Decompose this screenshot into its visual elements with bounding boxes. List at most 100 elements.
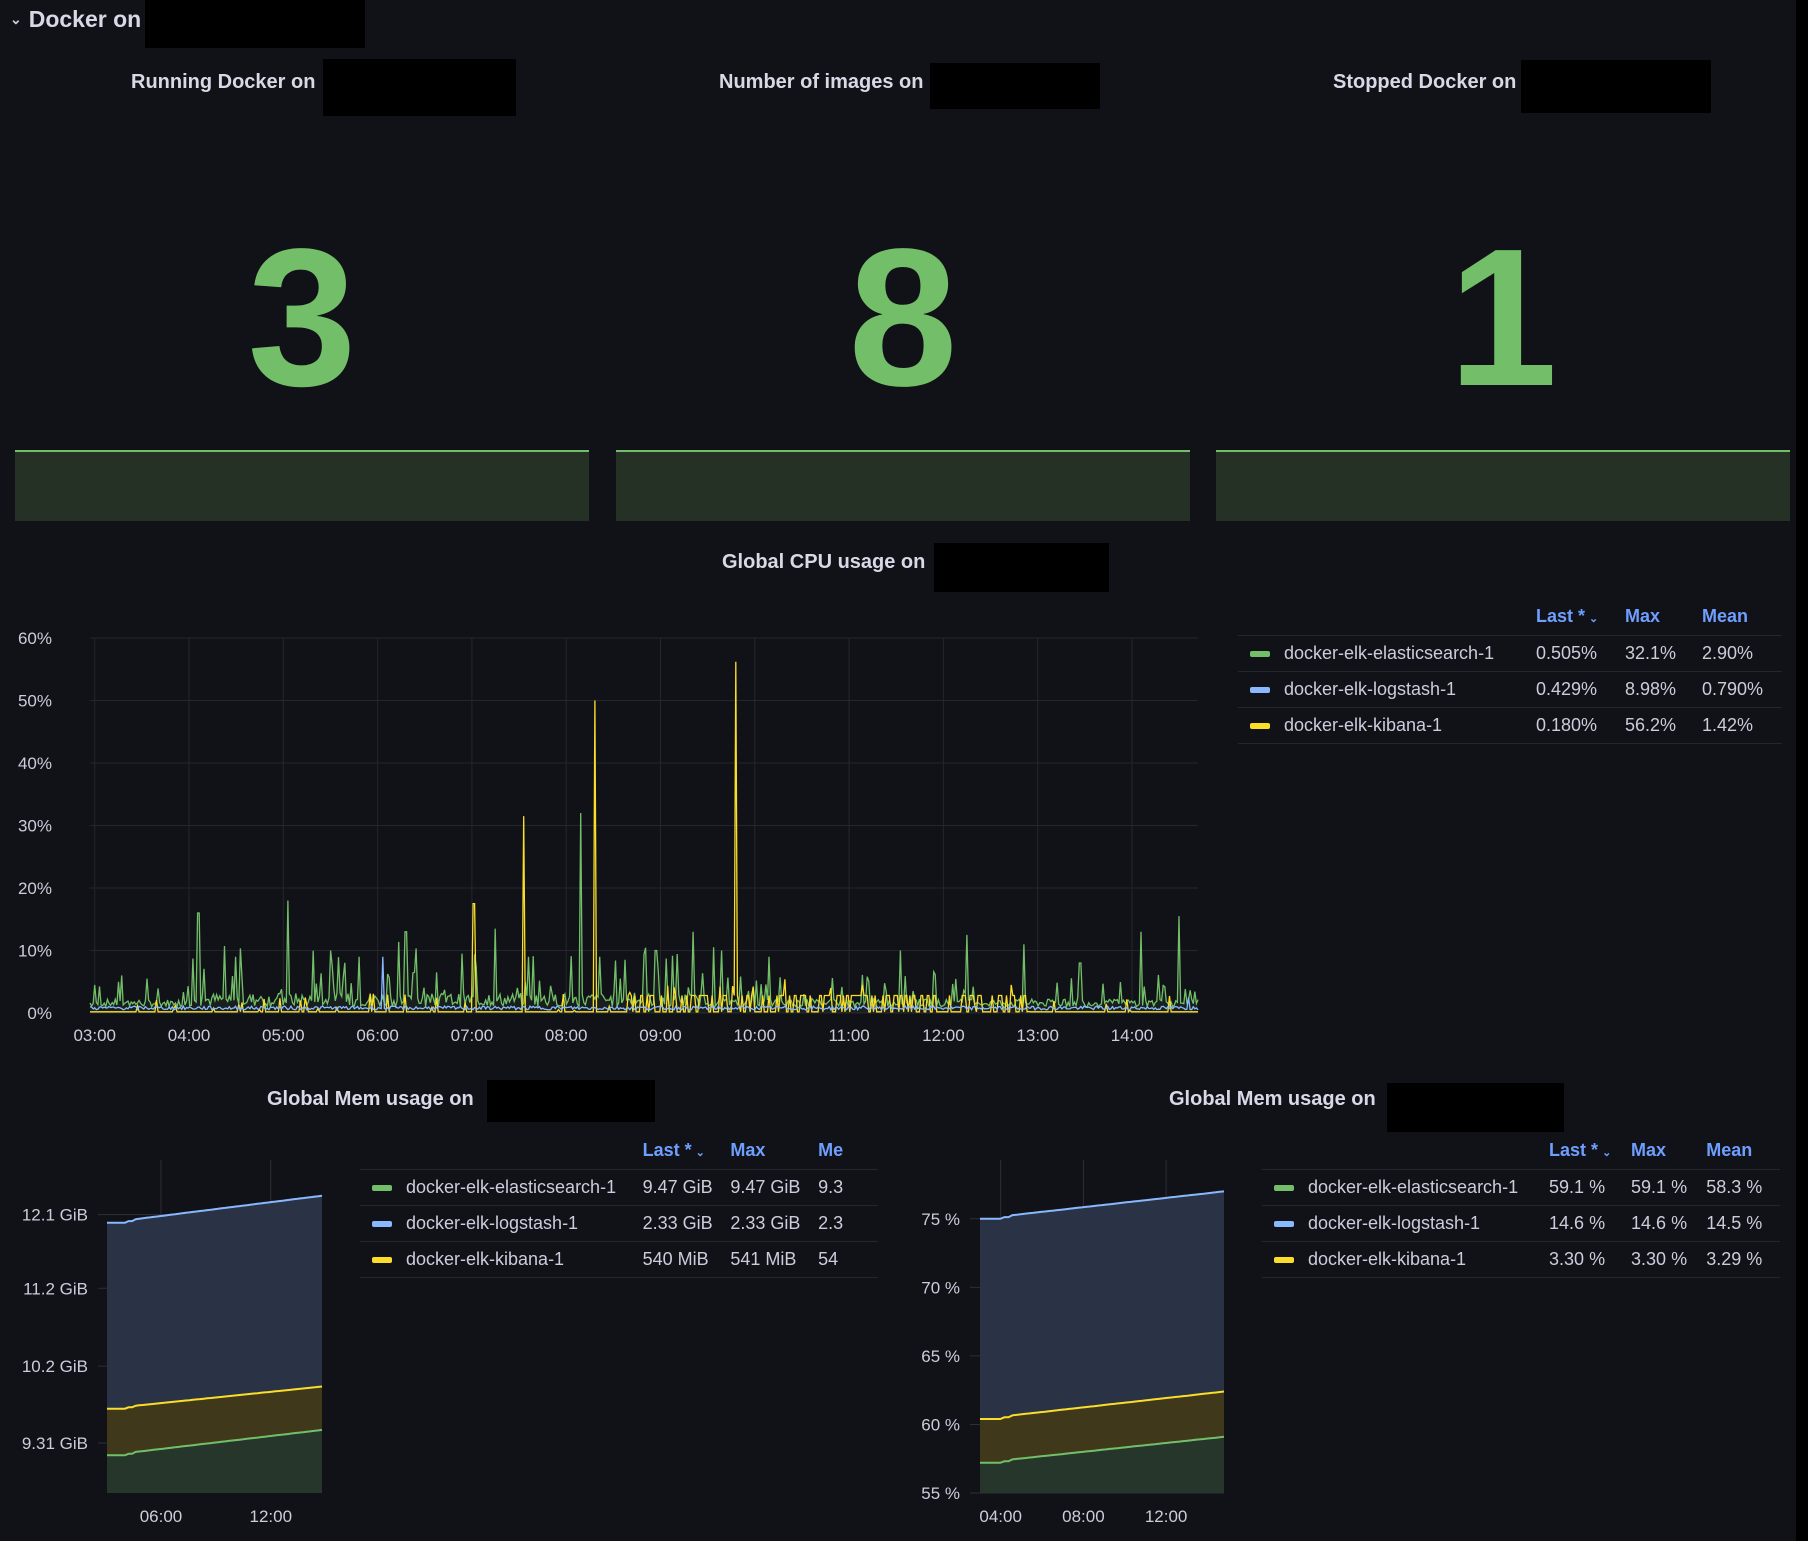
row-header[interactable]: ⌄ Docker on <box>10 6 141 33</box>
series-name[interactable]: docker-elk-logstash-1 <box>1284 679 1457 699</box>
series-line-docker-elk-logstash-1 <box>89 956 1199 1012</box>
series-max: 14.6 % <box>1631 1205 1707 1242</box>
mem-pct-y-axis: 55 % 60 % 65 % 70 % 75 % <box>921 1210 960 1503</box>
legend-row[interactable]: docker-elk-logstash-1 0.429% 8.98% 0.790… <box>1238 671 1782 708</box>
legend-row[interactable]: docker-elk-kibana-1 540 MiB 541 MiB 54 <box>360 1241 878 1278</box>
legend-header-last[interactable]: Last * ⌄ <box>1536 606 1599 626</box>
series-last: 14.6 % <box>1549 1205 1632 1242</box>
mem-gib-x-axis: 06:00 12:00 <box>140 1507 292 1526</box>
series-name[interactable]: docker-elk-elasticsearch-1 <box>1308 1177 1519 1197</box>
x-tick-label: 12:00 <box>922 1026 965 1045</box>
x-tick-label: 07:00 <box>451 1026 494 1045</box>
legend-row[interactable]: docker-elk-elasticsearch-1 0.505% 32.1% … <box>1238 635 1782 672</box>
y-tick-label: 75 % <box>921 1210 960 1229</box>
legend-header-max[interactable]: Max <box>730 1140 766 1160</box>
series-mean: 2.3 <box>818 1205 878 1242</box>
redacted-hostname <box>487 1080 655 1122</box>
scrollbar[interactable] <box>1796 0 1808 1541</box>
row-title: Docker on <box>28 6 142 32</box>
series-area-docker-elk-logstash-1 <box>107 1195 322 1409</box>
series-line-docker-elk-logstash-1 <box>107 1194 323 1224</box>
series-line-docker-elk-kibana-1 <box>107 1385 323 1410</box>
series-line-docker-elk-logstash-1 <box>980 1190 1225 1220</box>
sort-chevron-icon[interactable]: ⌄ <box>1589 613 1599 625</box>
series-last: 3.30 % <box>1549 1241 1632 1278</box>
series-name[interactable]: docker-elk-kibana-1 <box>1284 715 1443 735</box>
x-tick-label: 06:00 <box>140 1507 183 1526</box>
mem-gib-legend: Last * ⌄ Max Me docker-elk-elasticsearch-… <box>360 1134 878 1284</box>
series-last: 0.505% <box>1536 635 1625 672</box>
chevron-down-icon[interactable]: ⌄ <box>10 11 22 27</box>
series-color-swatch <box>1274 1257 1294 1264</box>
series-mean: 58.3 % <box>1706 1169 1780 1206</box>
series-name[interactable]: docker-elk-elasticsearch-1 <box>406 1177 617 1197</box>
legend-row[interactable]: docker-elk-elasticsearch-1 59.1 % 59.1 %… <box>1262 1169 1780 1206</box>
x-tick-label: 08:00 <box>545 1026 588 1045</box>
mem-pct-x-axis: 04:00 08:00 12:00 <box>979 1507 1187 1526</box>
mem-gib-panel-title: Global Mem usage on <box>267 1088 474 1110</box>
series-color-swatch <box>1250 651 1270 658</box>
legend-header-last[interactable]: Last * ⌄ <box>1549 1140 1612 1160</box>
y-tick-label: 50% <box>18 692 52 711</box>
legend-header-max[interactable]: Max <box>1625 606 1661 626</box>
legend-row[interactable]: docker-elk-kibana-1 0.180% 56.2% 1.42% <box>1238 707 1782 744</box>
series-last: 59.1 % <box>1549 1169 1632 1206</box>
stat-value-running: 3 <box>247 208 357 427</box>
series-last: 540 MiB <box>642 1241 731 1278</box>
legend-row[interactable]: docker-elk-logstash-1 14.6 % 14.6 % 14.5… <box>1262 1205 1780 1242</box>
series-max: 2.33 GiB <box>730 1205 819 1242</box>
cpu-chart[interactable]: 0% 10% 20% 30% 40% 50% 60% 03:00 04:00 05:00 06:0… <box>0 610 1210 1050</box>
legend-header-max[interactable]: Max <box>1631 1140 1667 1160</box>
y-tick-label: 30% <box>18 817 52 836</box>
series-max: 8.98% <box>1625 671 1702 708</box>
mem-pct-chart[interactable]: 55 % 60 % 65 % 70 % 75 % 04:00 08:00 12:00 <box>900 1160 1240 1530</box>
legend-row[interactable]: docker-elk-kibana-1 3.30 % 3.30 % 3.29 % <box>1262 1241 1780 1278</box>
redacted-hostname <box>930 63 1100 109</box>
sort-chevron-icon[interactable]: ⌄ <box>1602 1147 1612 1159</box>
series-mean: 0.790% <box>1702 671 1782 708</box>
series-color-swatch <box>1250 723 1270 730</box>
series-name[interactable]: docker-elk-kibana-1 <box>1308 1249 1467 1269</box>
series-max: 32.1% <box>1625 635 1702 672</box>
legend-header-last[interactable]: Last * ⌄ <box>642 1140 705 1160</box>
legend-header-mean[interactable]: Me <box>818 1140 844 1160</box>
cpu-grid <box>90 637 1198 1014</box>
series-color-swatch <box>1250 687 1270 694</box>
series-last: 9.47 GiB <box>642 1169 731 1206</box>
series-max: 9.47 GiB <box>730 1169 819 1206</box>
stat-value-images: 8 <box>848 208 958 427</box>
stat-title-running: Running Docker on <box>131 71 316 93</box>
series-max: 59.1 % <box>1631 1169 1707 1206</box>
series-area-docker-elk-kibana-1 <box>980 1391 1224 1463</box>
series-area-docker-elk-elasticsearch-1 <box>980 1436 1224 1493</box>
series-name[interactable]: docker-elk-logstash-1 <box>406 1213 579 1233</box>
cpu-legend: Last * ⌄ Max Mean docker-elk-elasticsearc… <box>1238 600 1782 744</box>
x-tick-label: 05:00 <box>262 1026 305 1045</box>
series-color-swatch <box>1274 1185 1294 1192</box>
x-tick-label: 06:00 <box>356 1026 399 1045</box>
series-color-swatch <box>1274 1221 1294 1228</box>
series-mean: 9.3 <box>818 1169 878 1206</box>
stat-sparkline-running <box>15 450 589 521</box>
series-area-docker-elk-elasticsearch-1 <box>90 813 1198 1013</box>
x-tick-label: 12:00 <box>1145 1507 1188 1526</box>
cpu-y-axis: 0% 10% 20% 30% 40% 50% 60% <box>18 629 52 1023</box>
y-tick-label: 40% <box>18 754 52 773</box>
x-tick-label: 03:00 <box>73 1026 116 1045</box>
series-name[interactable]: docker-elk-kibana-1 <box>406 1249 565 1269</box>
mem-pct-panel-title: Global Mem usage on <box>1169 1088 1376 1110</box>
series-name[interactable]: docker-elk-elasticsearch-1 <box>1284 643 1495 663</box>
series-color-swatch <box>372 1185 392 1192</box>
legend-row[interactable]: docker-elk-logstash-1 2.33 GiB 2.33 GiB … <box>360 1205 878 1242</box>
x-tick-label: 04:00 <box>979 1507 1022 1526</box>
series-max: 3.30 % <box>1631 1241 1707 1278</box>
legend-row[interactable]: docker-elk-elasticsearch-1 9.47 GiB 9.47… <box>360 1169 878 1206</box>
stat-value-stopped: 1 <box>1448 208 1558 427</box>
y-tick-label: 60 % <box>921 1415 960 1434</box>
sort-chevron-icon[interactable]: ⌄ <box>695 1147 705 1159</box>
mem-pct-legend: Last * ⌄ Max Mean docker-elk-elasticsearc… <box>1262 1134 1780 1284</box>
legend-header-mean[interactable]: Mean <box>1706 1140 1753 1160</box>
mem-gib-chart[interactable]: 9.31 GiB 10.2 GiB 11.2 GiB 12.1 GiB 06:00 12… <box>0 1160 340 1530</box>
legend-header-mean[interactable]: Mean <box>1702 606 1749 626</box>
series-name[interactable]: docker-elk-logstash-1 <box>1308 1213 1481 1233</box>
